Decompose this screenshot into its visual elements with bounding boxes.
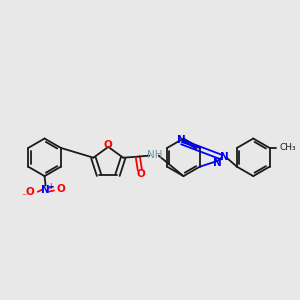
- Text: CH₃: CH₃: [280, 143, 297, 152]
- Text: O: O: [57, 184, 66, 194]
- Text: O: O: [26, 187, 34, 197]
- Text: O: O: [104, 140, 112, 150]
- Text: N: N: [220, 152, 228, 162]
- Text: O: O: [136, 169, 145, 179]
- Text: N: N: [41, 185, 50, 195]
- Text: ⁻: ⁻: [21, 192, 26, 202]
- Text: +: +: [47, 182, 53, 191]
- Text: NH: NH: [147, 150, 162, 160]
- Text: N: N: [213, 158, 222, 168]
- Text: N: N: [178, 135, 186, 145]
